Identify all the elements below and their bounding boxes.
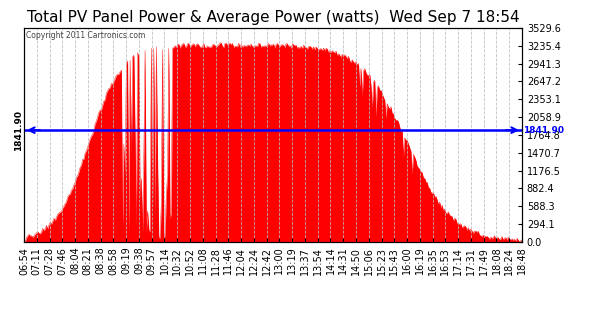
Text: 1841.90: 1841.90	[14, 110, 23, 151]
Title: Total PV Panel Power & Average Power (watts)  Wed Sep 7 18:54: Total PV Panel Power & Average Power (wa…	[26, 10, 520, 25]
Text: Copyright 2011 Cartronics.com: Copyright 2011 Cartronics.com	[26, 31, 146, 40]
Text: 1841.90: 1841.90	[523, 126, 565, 135]
